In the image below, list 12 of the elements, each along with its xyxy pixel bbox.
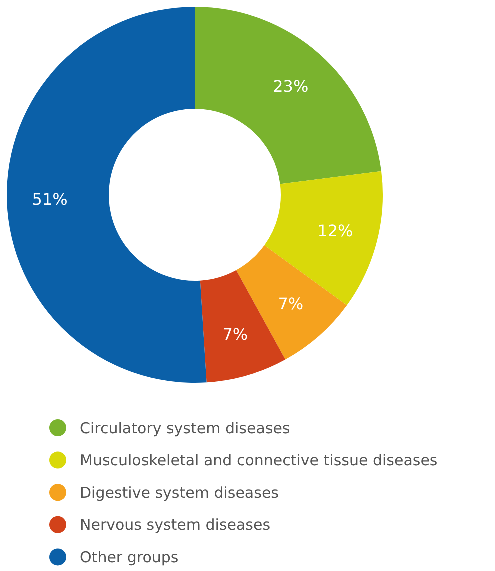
- data-label: 7%: [222, 324, 248, 344]
- legend-label: Digestive system diseases: [80, 484, 280, 502]
- legend-label: Musculoskeletal and connective tissue diseases: [80, 452, 438, 470]
- data-label: 23%: [273, 76, 309, 96]
- data-label: 51%: [32, 190, 68, 210]
- donut-slice: [195, 7, 382, 184]
- legend-label: Circulatory system diseases: [80, 419, 290, 438]
- legend-label: Nervous system diseases: [80, 516, 271, 534]
- data-label: 12%: [318, 222, 354, 241]
- legend-label: Other groups: [80, 548, 179, 566]
- donut-slice: [7, 7, 207, 383]
- data-label: 7%: [278, 294, 304, 314]
